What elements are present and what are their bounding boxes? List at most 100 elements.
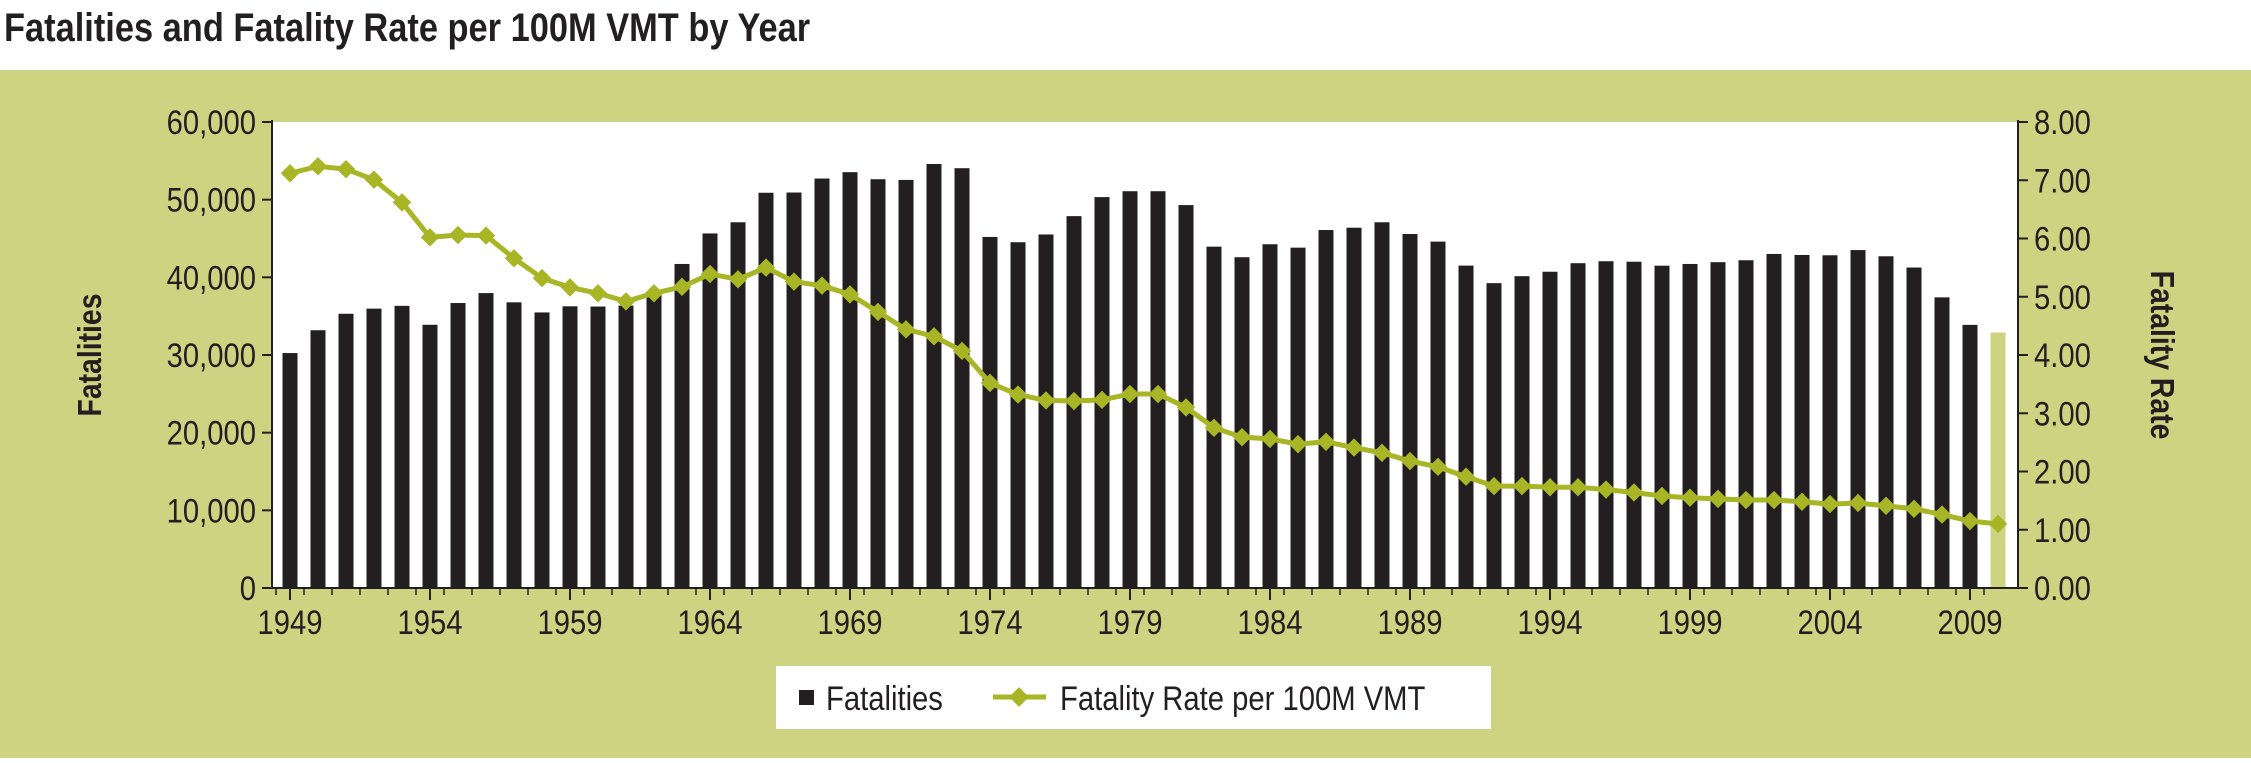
bar-1976 bbox=[1038, 234, 1054, 588]
bar-2004 bbox=[1822, 255, 1838, 588]
bar-1994 bbox=[1542, 271, 1558, 588]
legend-box bbox=[776, 666, 1491, 729]
chart-svg: 0 10,000 20,000 30,000 40,000 50,000 60,000 0.… bbox=[0, 70, 2251, 758]
bar-1967 bbox=[786, 192, 802, 588]
rate-point-2000 bbox=[1708, 489, 1728, 509]
rate-point-1976 bbox=[1036, 391, 1056, 410]
chart-title: Fatalities and Fatality Rate per 100M VM… bbox=[4, 6, 811, 50]
x-axis-ticks: 1949 1954 1959 1964 1969 1974 1979 1984 1989 1994… bbox=[257, 588, 2003, 642]
bar-1957 bbox=[506, 302, 522, 588]
rate-point-1987 bbox=[1344, 438, 1364, 457]
y-right-tick-label: 2.00 bbox=[2034, 452, 2091, 491]
rate-point-1968 bbox=[812, 276, 832, 295]
bar-1968 bbox=[814, 178, 830, 589]
y-right-tick-label: 4.00 bbox=[2034, 336, 2091, 375]
x-tick-label: 1979 bbox=[1097, 603, 1162, 642]
bar-1950 bbox=[310, 330, 326, 588]
rate-point-1995 bbox=[1568, 478, 1588, 497]
rate-point-1984 bbox=[1260, 429, 1280, 449]
bar-1966 bbox=[758, 192, 774, 588]
rate-point-2010 bbox=[1988, 514, 2008, 534]
bar-1961 bbox=[618, 305, 634, 588]
rate-point-1974 bbox=[980, 373, 1000, 393]
y-axis-left-title: Fatalities bbox=[71, 294, 109, 417]
legend: Fatalities Fatality Rate per 100M VMT bbox=[776, 666, 1491, 729]
rate-point-2004 bbox=[1820, 494, 1840, 514]
rate-point-1977 bbox=[1064, 391, 1084, 411]
bar-2002 bbox=[1766, 253, 1782, 588]
x-tick-label: 1969 bbox=[817, 603, 882, 642]
x-tick-label: 2004 bbox=[1797, 603, 1862, 642]
y-axis-right-title: Fatality Rate bbox=[2143, 271, 2181, 440]
rate-point-1970 bbox=[868, 302, 888, 322]
rate-point-1956 bbox=[476, 226, 496, 245]
x-tick-label: 1949 bbox=[257, 603, 322, 642]
bar-1964 bbox=[702, 233, 718, 588]
bar-1997 bbox=[1626, 261, 1642, 588]
rate-point-1957 bbox=[504, 249, 524, 268]
rate-point-1972 bbox=[924, 327, 944, 346]
rate-point-1992 bbox=[1484, 476, 1504, 496]
bar-1988 bbox=[1374, 222, 1390, 588]
rate-point-1961 bbox=[616, 292, 636, 311]
rate-point-1952 bbox=[364, 170, 384, 189]
y-left-tick-label: 50,000 bbox=[167, 181, 256, 220]
rate-point-1991 bbox=[1456, 467, 1476, 486]
bar-1956 bbox=[478, 293, 494, 588]
rate-point-2005 bbox=[1848, 493, 1868, 513]
rate-point-1955 bbox=[448, 225, 468, 245]
y-left-tick-label: 30,000 bbox=[167, 336, 256, 375]
rate-point-1973 bbox=[952, 341, 972, 361]
rate-point-1978 bbox=[1092, 390, 1112, 410]
rate-point-1964 bbox=[700, 264, 720, 284]
rate-point-1990 bbox=[1428, 457, 1448, 477]
rate-point-1979 bbox=[1120, 384, 1140, 404]
rate-point-1950 bbox=[308, 157, 328, 176]
rate-point-1954 bbox=[420, 228, 440, 247]
y-right-tick-label: 0.00 bbox=[2034, 569, 2091, 608]
bar-1971 bbox=[898, 179, 914, 588]
bar-1987 bbox=[1346, 227, 1362, 588]
y-right-tick-label: 7.00 bbox=[2034, 161, 2091, 200]
rate-point-1951 bbox=[336, 159, 356, 179]
bar-2010 bbox=[1990, 332, 2006, 588]
bar-1996 bbox=[1598, 261, 1614, 588]
rate-point-1949 bbox=[280, 164, 300, 183]
bar-1970 bbox=[870, 179, 886, 588]
bar-1963 bbox=[674, 263, 690, 588]
bar-1959 bbox=[562, 306, 578, 588]
x-tick-label: 1989 bbox=[1377, 603, 1442, 642]
rate-point-1962 bbox=[644, 284, 664, 303]
bar-1993 bbox=[1514, 276, 1530, 588]
rate-point-2001 bbox=[1736, 490, 1756, 510]
rate-point-1960 bbox=[588, 284, 608, 303]
rate-point-1967 bbox=[784, 272, 804, 291]
x-tick-label: 1994 bbox=[1517, 603, 1582, 642]
rate-point-1981 bbox=[1176, 398, 1196, 417]
rate-point-1993 bbox=[1512, 476, 1532, 496]
bar-series bbox=[282, 164, 2006, 589]
y-right-tick-label: 6.00 bbox=[2034, 219, 2091, 258]
rate-point-1989 bbox=[1400, 451, 1420, 471]
bar-1965 bbox=[730, 222, 746, 588]
line-series bbox=[280, 157, 2008, 534]
bar-1985 bbox=[1290, 247, 1306, 588]
bar-1992 bbox=[1486, 283, 1502, 588]
rate-point-1996 bbox=[1596, 480, 1616, 499]
rate-point-1971 bbox=[896, 320, 916, 339]
bar-2001 bbox=[1738, 260, 1754, 588]
y-left-tick-label: 20,000 bbox=[167, 414, 256, 453]
y-right-tick-label: 1.00 bbox=[2034, 511, 2091, 550]
rate-point-1982 bbox=[1204, 418, 1224, 438]
bar-1949 bbox=[282, 353, 298, 588]
rate-point-1975 bbox=[1008, 385, 1028, 404]
rate-point-1985 bbox=[1288, 434, 1308, 454]
rate-point-1986 bbox=[1316, 432, 1336, 451]
y-axis-right-ticks: 0.00 1.00 2.00 3.00 4.00 5.00 6.00 7.00 8.00 bbox=[2018, 103, 2091, 608]
y-left-tick-label: 60,000 bbox=[167, 103, 256, 142]
bar-1973 bbox=[954, 168, 970, 588]
rate-point-1963 bbox=[672, 277, 692, 297]
rate-point-2006 bbox=[1876, 496, 1896, 516]
rate-point-1958 bbox=[532, 268, 552, 288]
rate-point-1998 bbox=[1652, 486, 1672, 506]
